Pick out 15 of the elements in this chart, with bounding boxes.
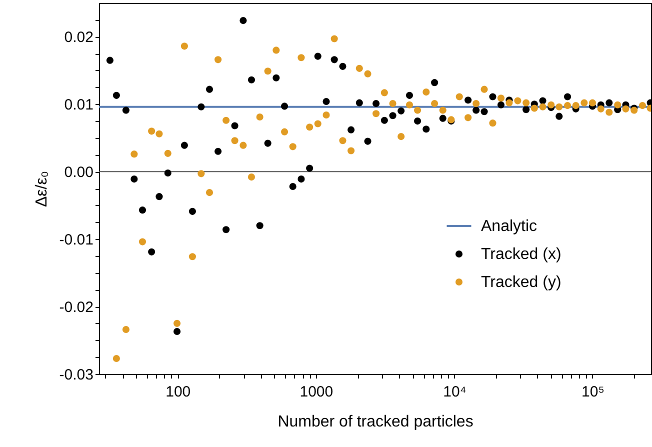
y-tick-label: 0.00: [64, 164, 94, 182]
y-tick-label: 0.02: [64, 29, 94, 46]
legend-label: Tracked (x): [481, 246, 562, 263]
legend-label: Analytic: [481, 218, 538, 235]
x-tick-label: 10⁴: [443, 384, 466, 400]
legend-label: Tracked (y): [481, 274, 562, 291]
y-axis-title: Δε/ε₀: [33, 170, 50, 208]
x-axis-title: Number of tracked particles: [278, 414, 474, 430]
y-tick-label: 0.01: [64, 96, 94, 114]
x-tick-label: 100: [166, 384, 191, 400]
y-tick-label: -0.02: [59, 299, 94, 316]
x-tick-label: 1000: [300, 384, 334, 400]
x-tick-label: 10⁵: [582, 384, 604, 400]
y-tick-label: -0.03: [59, 366, 94, 384]
y-tick-label: -0.01: [59, 232, 94, 249]
